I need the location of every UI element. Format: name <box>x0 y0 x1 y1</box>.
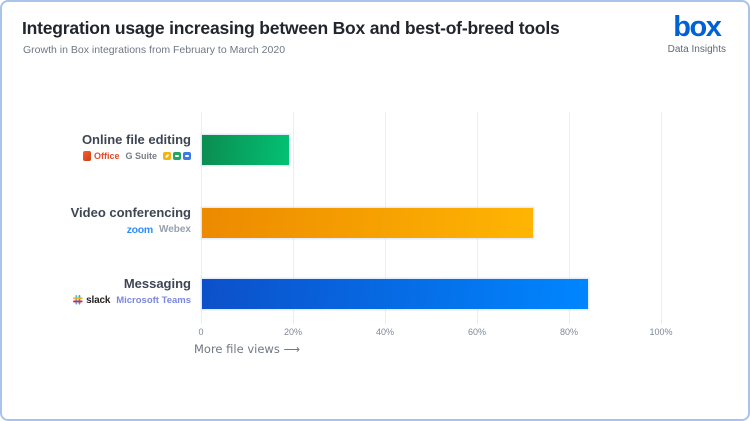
integration-logos: slack Microsoft Teams <box>73 295 191 306</box>
office-logo: Office <box>82 150 120 161</box>
slack-logo: slack <box>73 295 110 306</box>
x-tick-label: 20% <box>283 327 302 337</box>
slack-icon <box>73 295 83 306</box>
google-slides-icon <box>163 151 171 160</box>
page-title: Integration usage increasing between Box… <box>22 18 560 38</box>
integration-logos: Office G Suite <box>82 150 191 161</box>
gsuite-label: G Suite <box>125 150 157 161</box>
category-label: Online file editing <box>81 132 191 147</box>
gridline <box>569 112 570 324</box>
bar-online-file-editing <box>202 135 290 165</box>
row-label-video-conferencing: Video conferencing zoom Webex <box>70 205 191 236</box>
row-label-messaging: Messaging slack Microsoft Teams <box>73 276 191 306</box>
office-icon <box>82 150 91 161</box>
box-wordmark-icon: box <box>673 11 722 43</box>
bar-messaging <box>202 279 589 309</box>
google-sheets-icon <box>173 151 181 160</box>
box-logo: box Data Insights <box>667 11 726 55</box>
row-label-online-file-editing: Online file editing Office G Suite <box>81 132 191 161</box>
x-tick-label: 60% <box>467 327 486 337</box>
bar-video-conferencing <box>202 208 534 238</box>
microsoft-teams-label: Microsoft Teams <box>116 294 191 306</box>
zoom-logo: zoom <box>126 223 154 236</box>
category-label: Messaging <box>123 276 191 291</box>
gsuite-app-icons <box>163 151 191 160</box>
gridline <box>201 112 202 324</box>
x-tick-label: 40% <box>375 327 394 337</box>
integration-logos: zoom Webex <box>71 224 191 236</box>
box-logo-tagline: Data Insights <box>667 43 726 55</box>
office-label: Office <box>93 150 120 161</box>
x-tick-label: 80% <box>559 327 578 337</box>
x-tick-label: 100% <box>649 327 673 337</box>
google-docs-icon <box>183 151 191 160</box>
page-subtitle: Growth in Box integrations from February… <box>23 44 286 56</box>
x-tick-label: 0 <box>198 327 204 337</box>
slack-label: slack <box>86 294 111 306</box>
x-axis-caption: More file views ⟶ <box>194 342 300 356</box>
gridline <box>661 112 662 324</box>
category-label: Video conferencing <box>70 205 191 220</box>
webex-label: Webex <box>158 224 191 236</box>
